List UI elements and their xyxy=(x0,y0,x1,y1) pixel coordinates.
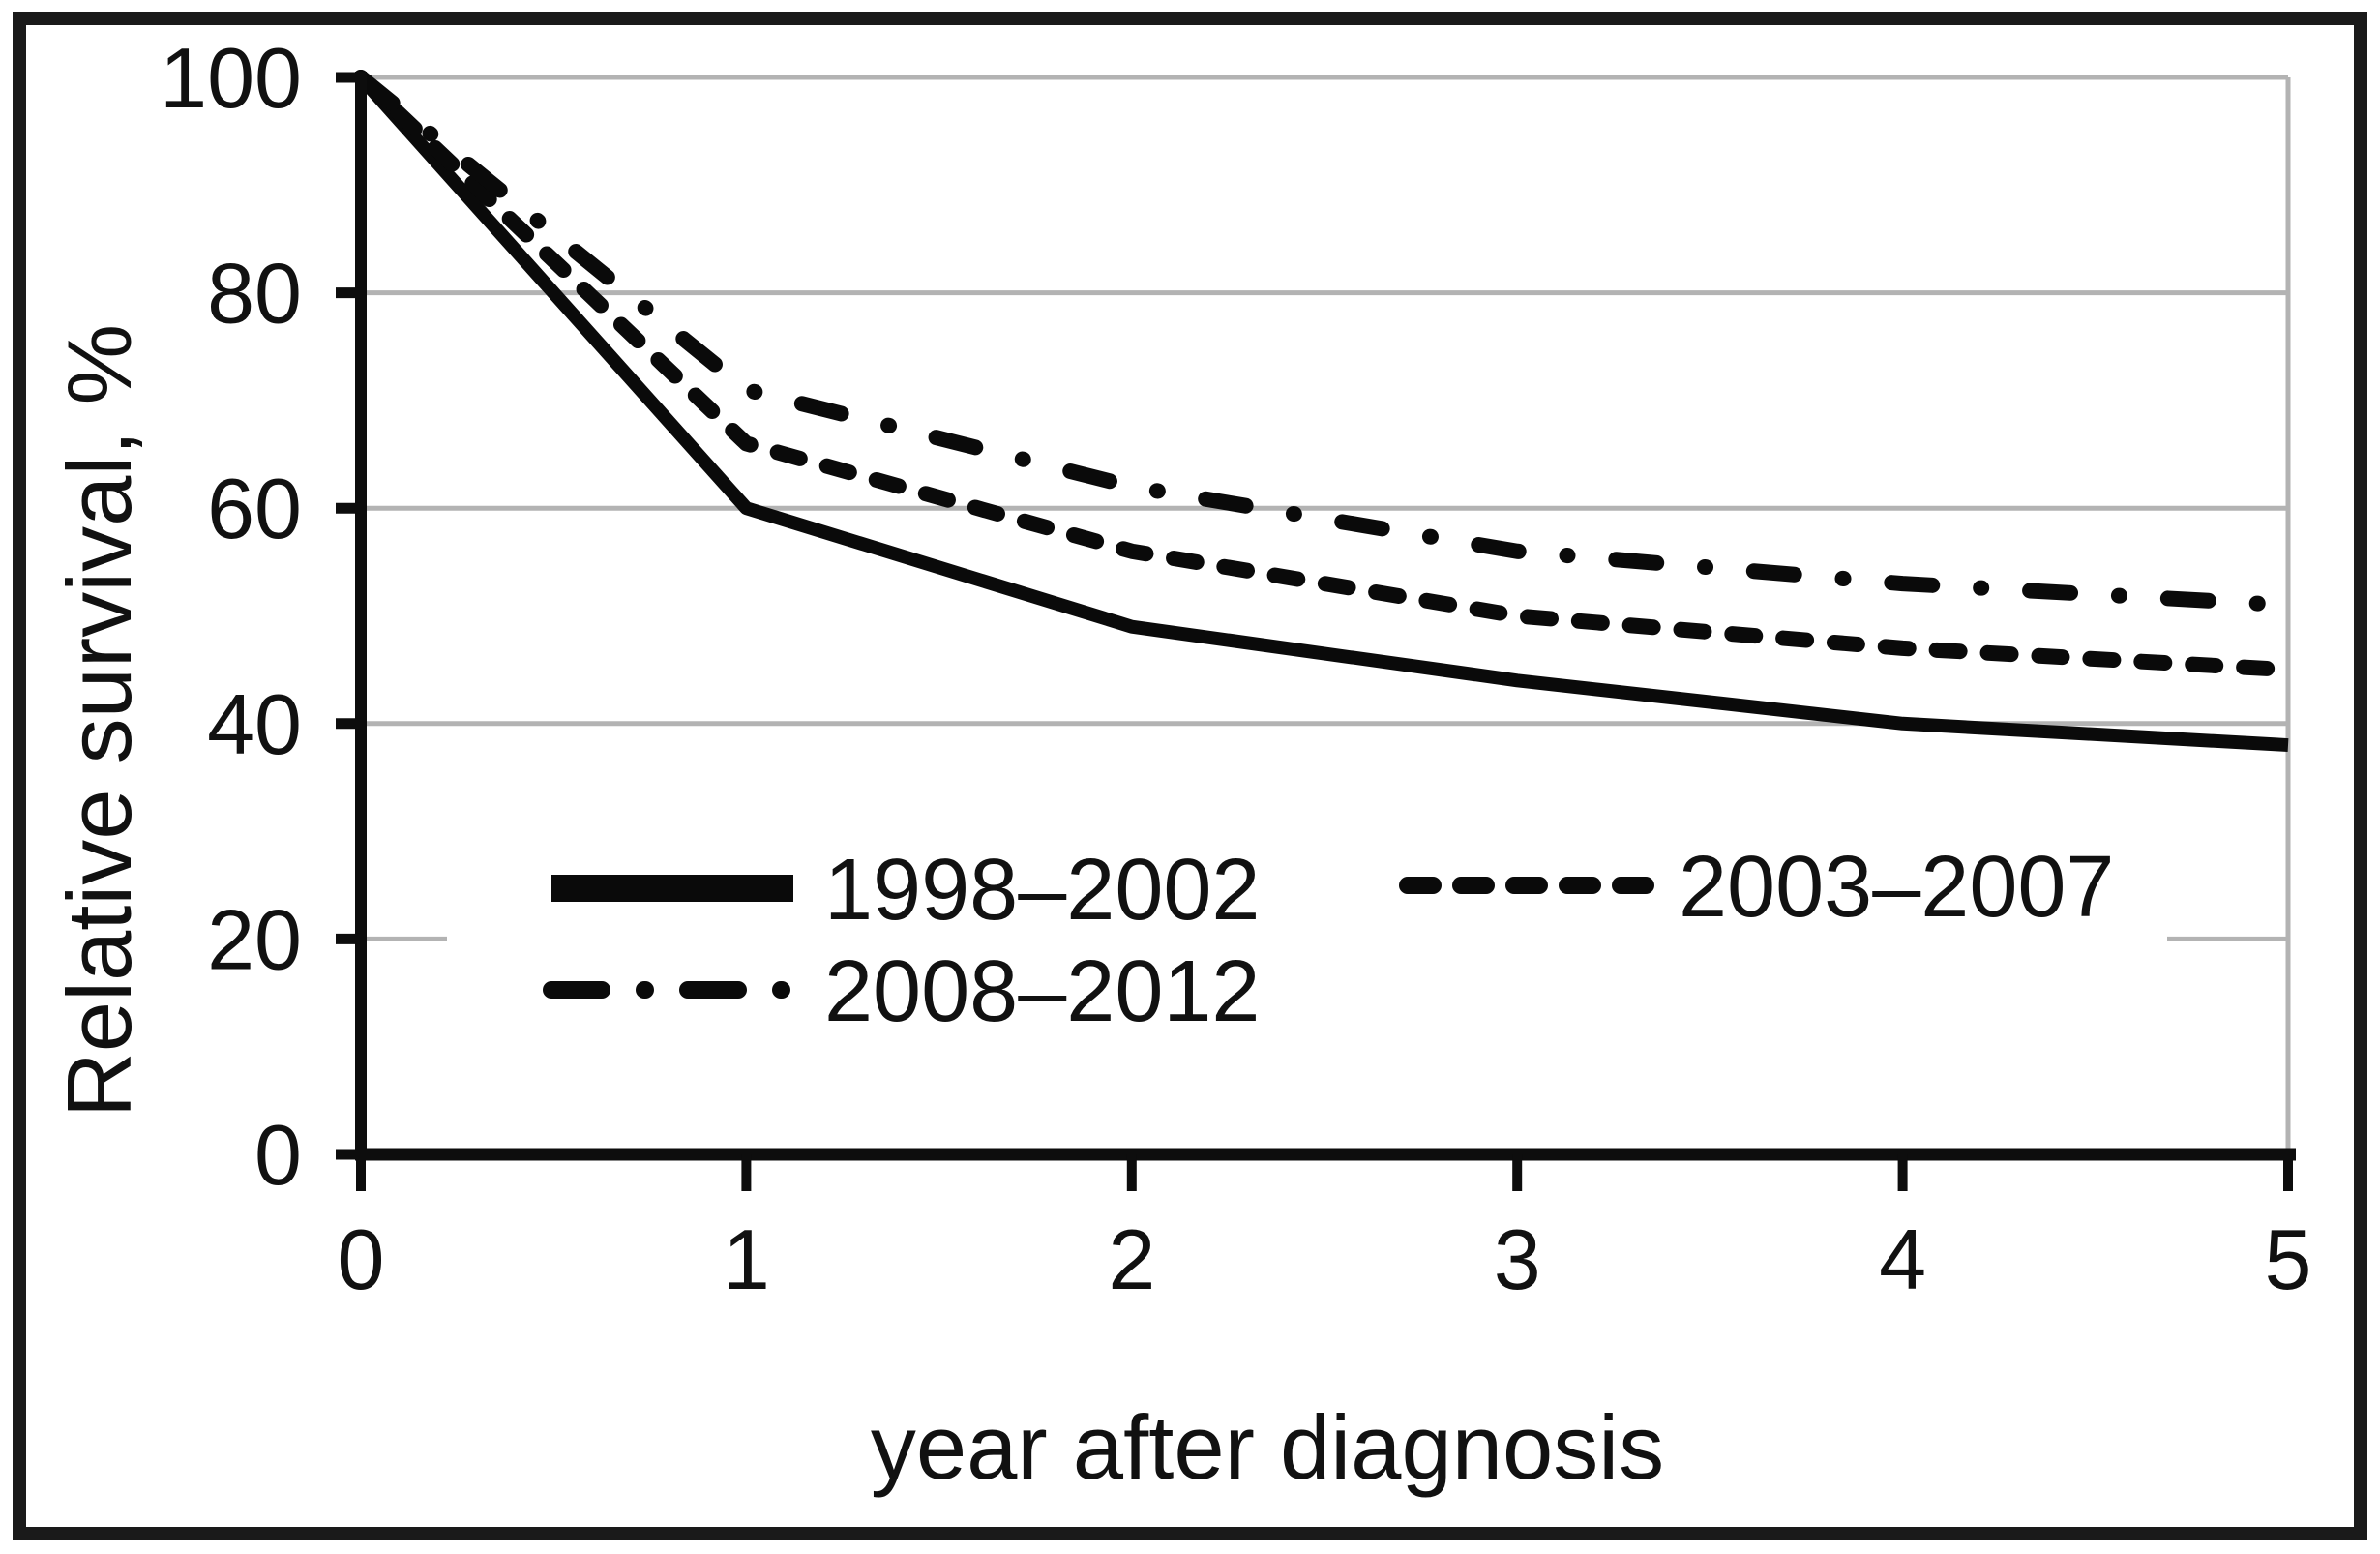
y-tick-label-0: 0 xyxy=(254,1107,302,1203)
legend-label-dashed: 2003–2007 xyxy=(1679,839,2114,936)
y-tick-label-100: 100 xyxy=(160,30,302,126)
legend-layer: 1998–2002 2003–2007 2008–2012 xyxy=(543,839,2114,1040)
y-tick-label-20: 20 xyxy=(207,891,302,987)
legend-label-dashdot: 2008–2012 xyxy=(824,943,1260,1040)
series-line-dashdot xyxy=(353,70,2296,613)
y-tick-label-60: 60 xyxy=(207,461,302,556)
x-tick-label-1: 1 xyxy=(723,1211,770,1307)
x-tick-label-2: 2 xyxy=(1108,1211,1155,1307)
legend-background-layer xyxy=(447,834,2167,1064)
series-line-dashed xyxy=(353,70,2296,678)
series-lines-layer xyxy=(353,70,2296,753)
series-line-solid xyxy=(355,73,2289,753)
legend-label-solid: 1998–2002 xyxy=(824,842,1260,939)
axes-layer xyxy=(336,72,2296,1191)
y-tick-label-40: 40 xyxy=(207,676,302,772)
x-tick-label-5: 5 xyxy=(2265,1211,2312,1307)
x-tick-label-4: 4 xyxy=(1879,1211,1926,1307)
y-tick-label-80: 80 xyxy=(207,246,302,342)
legend-background xyxy=(447,834,2167,1064)
figure-frame xyxy=(13,12,2367,1540)
x-tick-label-3: 3 xyxy=(1494,1211,1541,1307)
tick-labels-layer: 0 20 40 60 80 100 0 1 2 3 4 5 xyxy=(160,30,2311,1307)
x-tick-label-0: 0 xyxy=(338,1211,385,1307)
y-axis-title: Relative survival, % xyxy=(48,324,150,1118)
x-axis-title: year after diagnosis xyxy=(871,1396,1664,1498)
